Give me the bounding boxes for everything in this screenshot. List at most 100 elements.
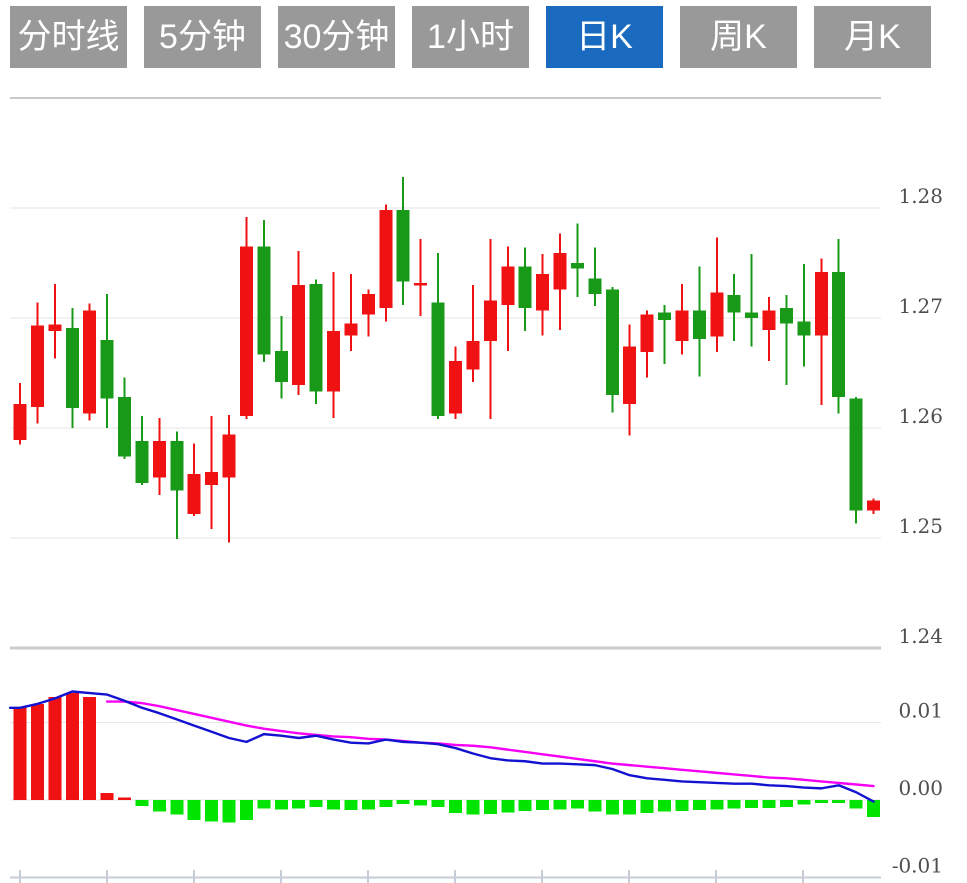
y-axis-label: -0.01 — [892, 854, 943, 878]
macd-bar — [779, 800, 793, 807]
macd-bar — [83, 696, 97, 800]
macd-bar — [849, 800, 863, 809]
candle-body — [361, 293, 375, 315]
candle-body — [274, 351, 288, 382]
macd-bar — [797, 800, 811, 805]
macd-bar — [414, 800, 428, 806]
y-axis-label: 1.27 — [898, 294, 943, 318]
macd-bar — [100, 793, 114, 800]
macd-bar — [118, 797, 132, 800]
candle-body — [292, 285, 306, 386]
y-axis-label: 1.24 — [898, 624, 943, 648]
candle-body — [658, 312, 672, 321]
macd-bar — [605, 800, 619, 815]
candle-body — [501, 266, 515, 305]
macd-bar — [274, 800, 288, 810]
y-axis-label: 1.26 — [898, 404, 943, 428]
candle-body — [13, 403, 27, 441]
candle-body — [222, 434, 236, 478]
macd-bar — [344, 800, 358, 811]
macd-bar — [361, 800, 375, 810]
tab-daily-k[interactable]: 日K — [546, 6, 663, 68]
candle-body — [65, 327, 79, 409]
tab-minute-line[interactable]: 分时线 — [10, 6, 127, 68]
macd-bar — [205, 800, 219, 822]
macd-bar — [309, 800, 323, 807]
candle-body — [83, 310, 97, 414]
candle-body — [205, 472, 219, 486]
y-axis-label: 0.01 — [898, 699, 943, 723]
candle-body — [867, 500, 881, 511]
candle-body — [518, 266, 532, 309]
y-axis-label: 1.25 — [898, 514, 943, 538]
macd-bar — [745, 800, 759, 808]
candle-body — [692, 310, 706, 339]
candle-body — [466, 341, 480, 370]
candle-body — [832, 271, 846, 398]
macd-bar — [65, 693, 79, 800]
macd-bar — [658, 800, 672, 812]
candle-body — [570, 263, 584, 269]
candle-body — [344, 323, 358, 336]
macd-bar — [623, 800, 637, 815]
macd-bar — [187, 800, 201, 821]
dea-line — [105, 700, 875, 788]
candle-body — [762, 310, 776, 331]
candle-body — [745, 312, 759, 318]
macd-bar — [13, 707, 27, 800]
macd-bar — [449, 800, 462, 814]
tab-5min[interactable]: 5分钟 — [144, 6, 261, 68]
candle-body — [814, 271, 828, 336]
candle-body — [797, 321, 811, 336]
macd-bar — [832, 800, 846, 804]
macd-bar — [379, 800, 393, 807]
macd-bar — [222, 800, 236, 823]
candle-body — [449, 360, 462, 414]
candle-body — [135, 441, 149, 483]
candle-body — [623, 346, 637, 404]
candle-body — [727, 294, 741, 313]
macd-bar — [257, 800, 271, 809]
tab-weekly-k[interactable]: 周K — [680, 6, 797, 68]
candle-body — [536, 274, 550, 311]
candle-body — [257, 246, 271, 355]
period-toolbar: 分时线 5分钟 30分钟 1小时 日K 周K 月K — [10, 6, 931, 68]
macd-bar — [675, 800, 689, 811]
y-axis-label: 0.00 — [898, 776, 943, 800]
dif-line — [8, 690, 875, 803]
candle-body — [170, 441, 184, 491]
macd-bar — [518, 800, 532, 811]
macd-bar — [867, 800, 881, 818]
candle-body — [396, 210, 410, 282]
candle-body — [48, 324, 62, 332]
macd-bar — [170, 800, 184, 815]
candle-body — [379, 210, 393, 309]
y-axis-label: 1.28 — [898, 184, 943, 208]
candle-body — [640, 314, 654, 353]
candle-body — [605, 289, 619, 395]
macd-bar — [536, 800, 550, 811]
macd-bar — [762, 800, 776, 808]
macd-bar — [570, 800, 584, 809]
tab-monthly-k[interactable]: 月K — [814, 6, 931, 68]
macd-bar — [483, 800, 497, 814]
macd-bar — [727, 800, 741, 809]
macd-bar — [814, 800, 828, 804]
candle-body — [431, 302, 445, 416]
candle-body — [779, 308, 793, 324]
candle-body — [100, 340, 114, 399]
macd-bar — [501, 800, 515, 813]
candle-body — [187, 474, 201, 514]
candle-body — [553, 253, 567, 290]
macd-bar — [30, 703, 44, 800]
macd-bar — [640, 800, 654, 814]
tab-30min[interactable]: 30分钟 — [278, 6, 395, 68]
candle-body — [327, 331, 341, 392]
candle-body — [30, 325, 44, 408]
macd-bar — [135, 800, 149, 807]
tab-1hour[interactable]: 1小时 — [412, 6, 529, 68]
macd-bar — [431, 800, 445, 807]
candle-body — [118, 397, 132, 457]
macd-bar — [239, 800, 253, 821]
